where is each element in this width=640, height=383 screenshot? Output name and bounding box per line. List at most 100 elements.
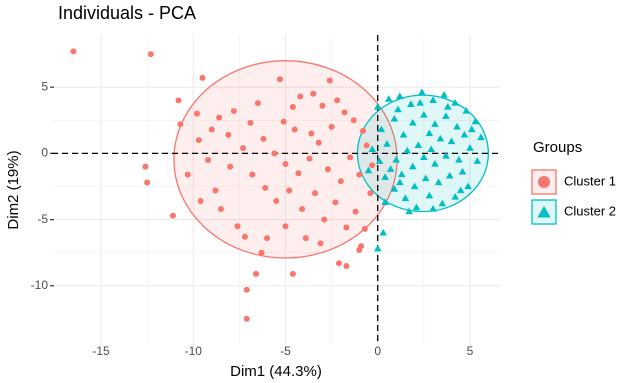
point <box>243 286 250 293</box>
point <box>315 139 322 146</box>
point <box>396 92 404 100</box>
point <box>252 270 259 277</box>
point <box>264 235 271 242</box>
legend-label: Cluster 2 <box>564 203 616 218</box>
point <box>379 228 388 236</box>
point <box>343 262 350 269</box>
point <box>319 102 326 109</box>
point <box>460 130 469 138</box>
x-tick-label: 0 <box>374 344 381 358</box>
y-tick-label: 5 <box>41 79 48 93</box>
point <box>458 167 467 175</box>
point <box>392 156 400 163</box>
x-axis-title: Dim1 (44.3%) <box>230 363 322 380</box>
point <box>445 171 454 179</box>
point <box>390 185 399 192</box>
x-tick-label: -10 <box>185 344 203 358</box>
y-axis-title: Dim2 (19%) <box>5 150 22 229</box>
x-tick-label: -15 <box>92 344 110 358</box>
point <box>175 97 182 104</box>
legend-symbol <box>538 176 550 188</box>
point <box>425 129 434 137</box>
y-tick-label: -10 <box>31 278 49 292</box>
legend-label: Cluster 1 <box>564 173 616 188</box>
point <box>335 260 342 267</box>
point <box>356 171 363 178</box>
point <box>308 130 315 137</box>
legend-symbol <box>537 206 551 218</box>
point <box>241 233 248 240</box>
point <box>197 198 204 205</box>
point <box>243 315 250 322</box>
point <box>462 107 471 114</box>
point <box>230 108 237 115</box>
point <box>193 110 200 117</box>
point <box>440 91 448 98</box>
point <box>403 146 412 154</box>
point <box>249 171 256 178</box>
point <box>467 125 476 133</box>
point <box>431 159 439 167</box>
point <box>420 110 428 118</box>
point <box>399 130 408 138</box>
point <box>334 97 341 104</box>
point <box>453 122 461 130</box>
point <box>416 99 424 106</box>
point <box>350 117 357 124</box>
point <box>368 145 376 153</box>
point <box>455 156 463 163</box>
point <box>384 95 393 102</box>
point <box>254 100 261 107</box>
point <box>386 165 395 172</box>
point <box>177 121 184 128</box>
point <box>397 170 406 178</box>
point <box>466 144 474 151</box>
point <box>373 244 382 252</box>
point <box>291 126 298 133</box>
point <box>144 179 151 186</box>
point <box>429 205 437 212</box>
point <box>381 173 389 180</box>
point <box>420 153 428 160</box>
point <box>363 142 370 149</box>
point <box>142 163 149 170</box>
point <box>302 235 309 242</box>
x-tick-label: -5 <box>280 344 291 358</box>
point <box>358 243 365 250</box>
point <box>195 137 202 144</box>
point <box>412 203 421 211</box>
point <box>352 208 359 215</box>
point <box>273 198 280 205</box>
point <box>324 166 331 173</box>
chart-title: Individuals - PCA <box>58 3 196 23</box>
point <box>70 48 77 55</box>
point <box>359 127 366 134</box>
point <box>208 126 215 133</box>
point <box>405 207 413 215</box>
point <box>471 117 480 125</box>
point <box>225 131 232 138</box>
point <box>421 174 430 182</box>
point <box>271 150 278 157</box>
point <box>375 157 384 164</box>
point <box>343 224 350 231</box>
point <box>260 135 267 142</box>
point <box>212 187 219 194</box>
point <box>262 184 269 191</box>
y-tick-label: 0 <box>41 146 48 160</box>
point <box>447 137 456 145</box>
point <box>477 133 485 141</box>
point <box>306 155 313 162</box>
x-tick-label: 5 <box>467 344 474 358</box>
point <box>442 112 450 119</box>
point <box>347 154 354 161</box>
point <box>408 162 417 170</box>
point <box>317 240 324 247</box>
point <box>276 76 283 83</box>
point <box>282 223 289 230</box>
point <box>381 198 389 205</box>
point <box>369 162 376 169</box>
point <box>299 206 306 213</box>
point <box>217 206 224 213</box>
